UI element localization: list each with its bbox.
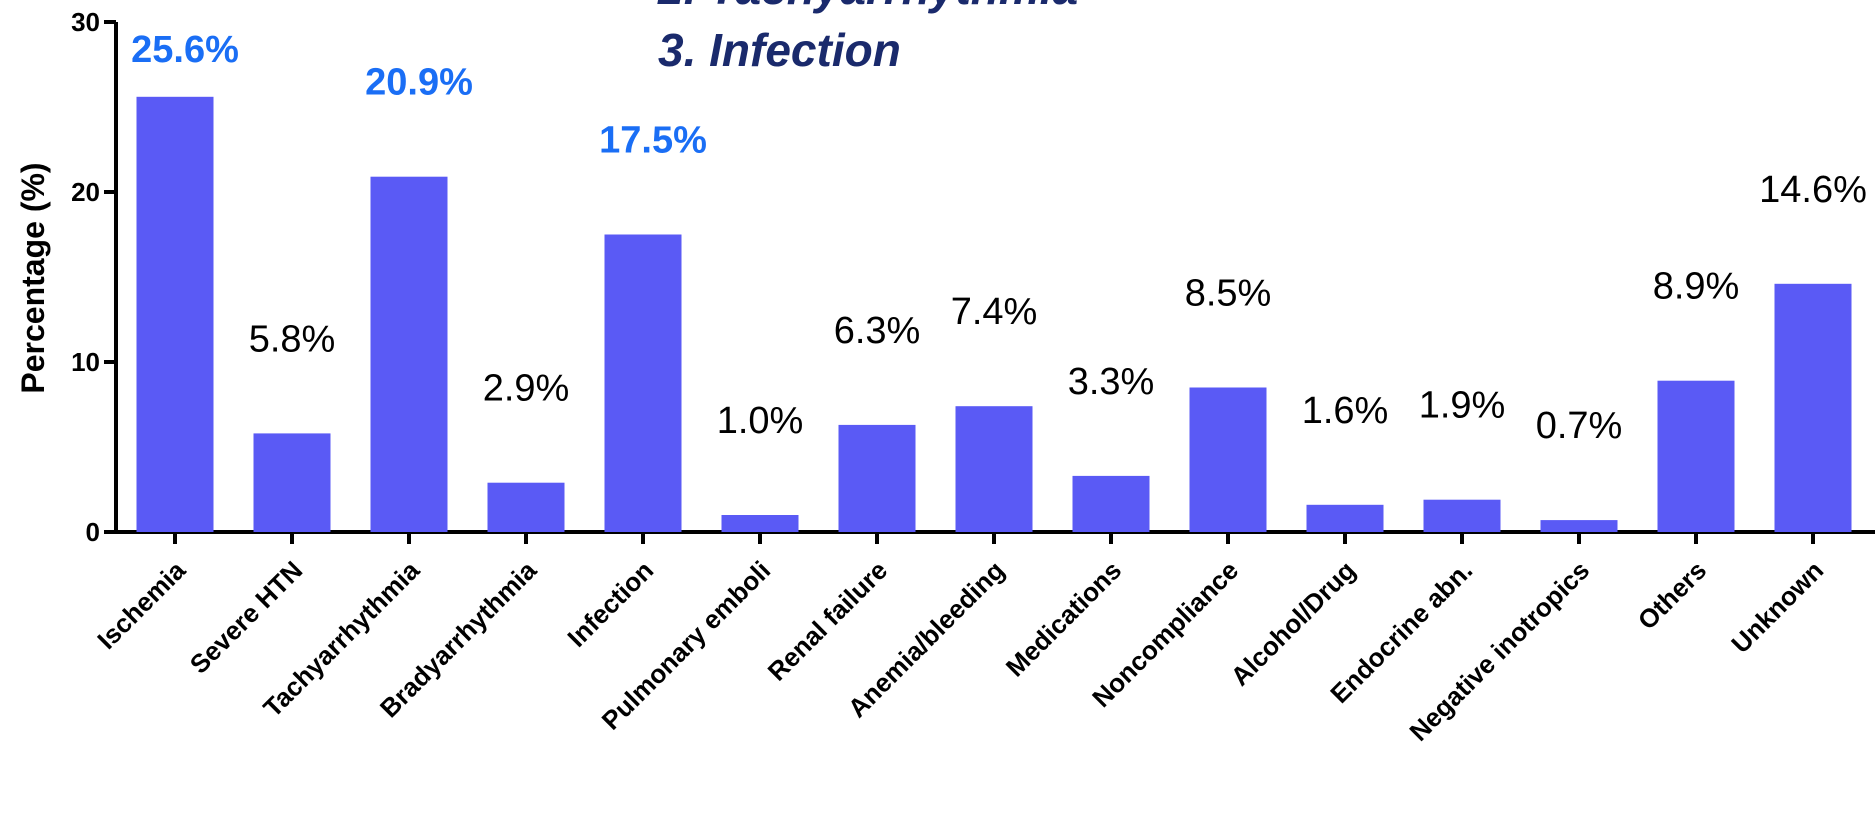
value-label: 0.7% — [1536, 405, 1623, 447]
value-label: 17.5% — [599, 120, 707, 162]
x-tick-label: Infection — [561, 555, 659, 653]
bar — [1540, 520, 1618, 532]
y-tick-label: 10 — [71, 347, 100, 377]
bar — [487, 482, 565, 532]
bar — [253, 433, 331, 532]
value-label: 8.9% — [1653, 266, 1740, 308]
bar — [721, 515, 799, 532]
value-label: 1.6% — [1302, 390, 1389, 432]
y-tick-label: 20 — [71, 177, 100, 207]
bar — [838, 424, 916, 532]
value-label: 1.9% — [1419, 385, 1506, 427]
x-tick-label: Renal failure — [762, 555, 894, 687]
x-tick-label: Ischemia — [91, 555, 191, 655]
x-tick-label: Others — [1632, 555, 1712, 635]
bar — [1774, 283, 1852, 532]
annotation: 2. Tachyarrhythmia — [657, 0, 1078, 14]
bar — [136, 96, 214, 533]
value-label: 7.4% — [951, 291, 1038, 333]
bar — [955, 406, 1033, 532]
bar — [1189, 387, 1267, 532]
x-tick-label: Unknown — [1725, 555, 1829, 659]
bar — [1072, 475, 1150, 532]
bar — [1423, 499, 1501, 532]
value-label: 20.9% — [365, 62, 473, 104]
bar — [1306, 504, 1384, 532]
value-label: 6.3% — [834, 310, 921, 352]
value-label: 2.9% — [483, 368, 570, 410]
value-label: 3.3% — [1068, 361, 1155, 403]
x-tick-label: Severe HTN — [184, 555, 308, 679]
y-axis-title: Percentage (%) — [15, 162, 51, 393]
value-label: 25.6% — [131, 29, 239, 71]
bar — [370, 176, 448, 532]
bar — [604, 234, 682, 532]
value-label: 5.8% — [249, 318, 336, 360]
value-label: 1.0% — [717, 400, 804, 442]
value-label: 14.6% — [1759, 169, 1867, 211]
annotation: 3. Infection — [658, 24, 901, 76]
bar — [1657, 380, 1735, 532]
y-tick-label: 0 — [86, 517, 100, 547]
value-label: 8.5% — [1185, 273, 1272, 315]
y-tick-label: 30 — [71, 7, 100, 37]
x-tick-label: Medications — [1000, 555, 1127, 682]
